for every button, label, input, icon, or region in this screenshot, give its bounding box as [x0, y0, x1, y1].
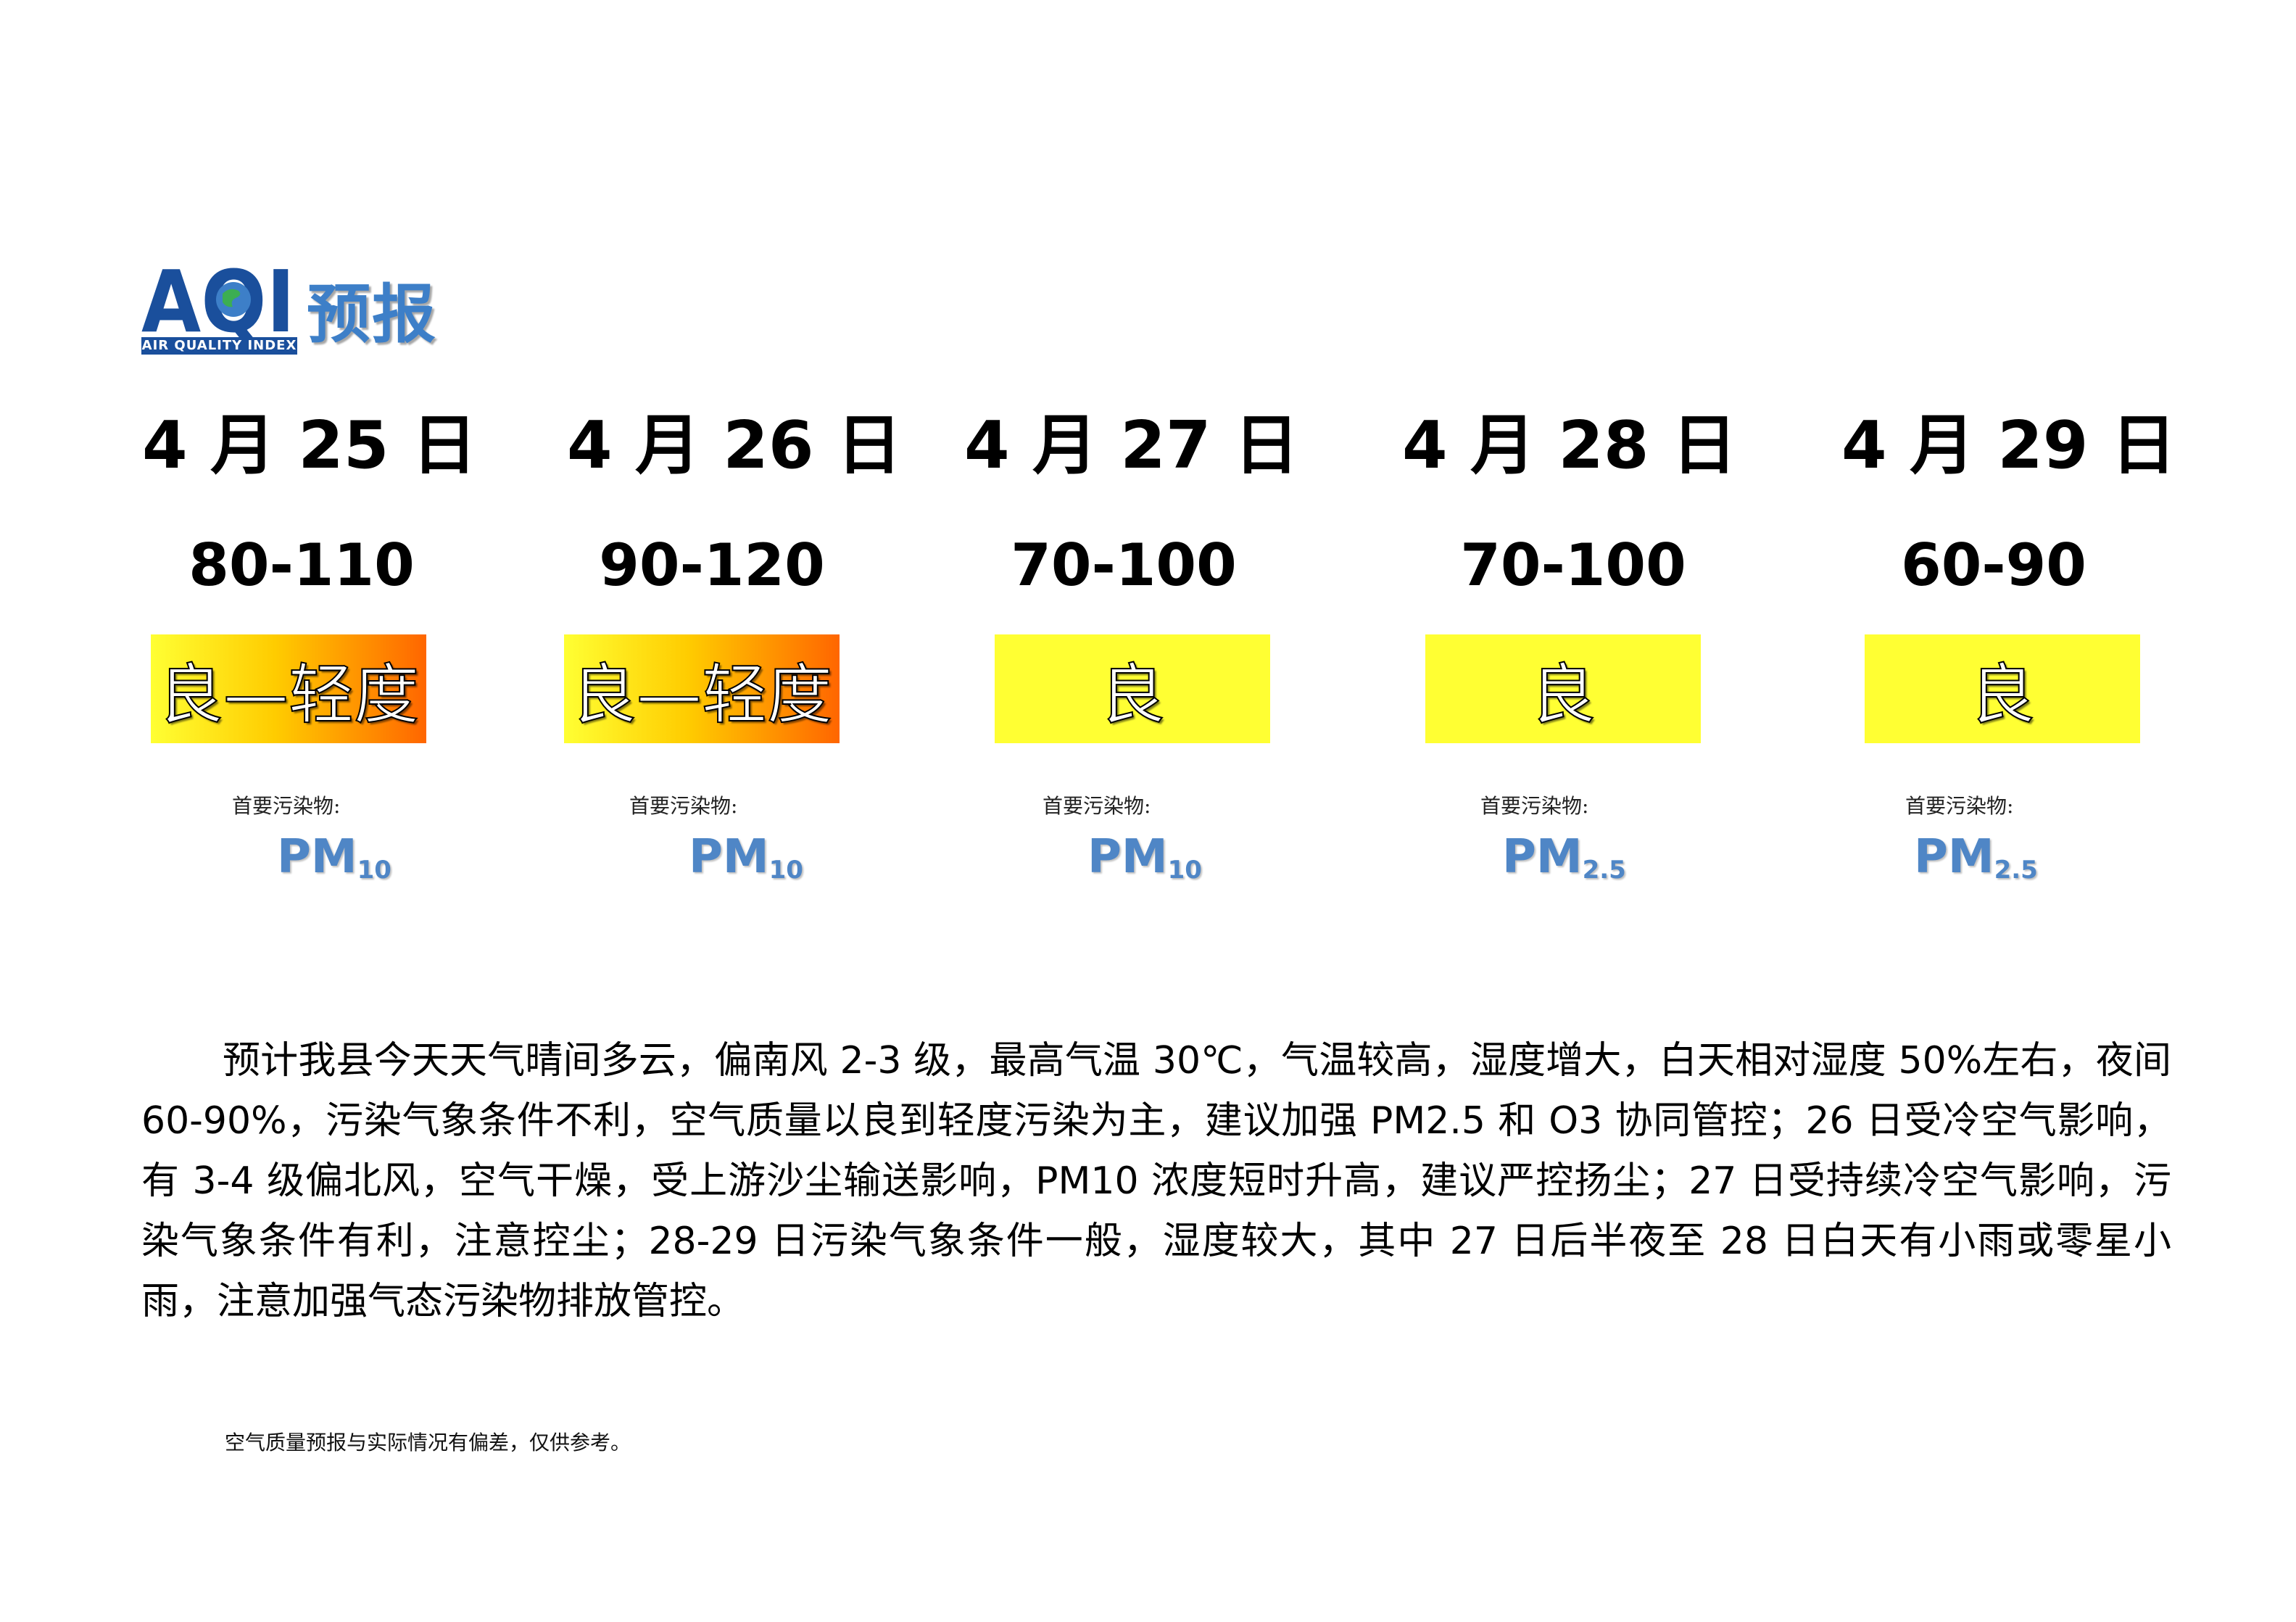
aqi-range: 70-100	[1011, 531, 1237, 599]
primary-pollutant-label: 首要污染物:	[629, 794, 738, 818]
forecast-day: 4 月 27 日 70-100 良 首要污染物: PM10	[964, 399, 1299, 906]
primary-pollutant-label: 首要污染物:	[232, 794, 341, 818]
forecast-day: 4 月 26 日 90-120 良—轻度 首要污染物: PM10	[564, 399, 902, 906]
aqi-logo: AQI AIR QUALITY INDEX 预报	[141, 257, 453, 355]
primary-pollutant-label: 首要污染物:	[1043, 794, 1151, 818]
primary-pollutant-label: 首要污染物:	[1905, 794, 2014, 818]
primary-pollutant: PM10	[277, 830, 391, 885]
forecast-day: 4 月 29 日 60-90 良 首要污染物: PM2.5	[1841, 399, 2176, 906]
forecast-date: 4 月 25 日	[142, 407, 477, 484]
aqi-level-badge: 良	[1865, 634, 2140, 743]
aqi-range: 90-120	[599, 531, 825, 599]
forecast-date: 4 月 26 日	[567, 407, 902, 484]
aqi-level-badge: 良—轻度	[564, 634, 840, 743]
aqi-level-badge: 良—轻度	[151, 634, 426, 743]
primary-pollutant-label: 首要污染物:	[1480, 794, 1589, 818]
forecast-date: 4 月 28 日	[1402, 407, 1737, 484]
primary-pollutant: PM2.5	[1502, 830, 1626, 885]
forecast-day: 4 月 25 日 80-110 良—轻度 首要污染物: PM10	[142, 399, 477, 906]
primary-pollutant: PM2.5	[1914, 830, 2038, 885]
aqi-letters-logo: AQI	[141, 257, 295, 337]
primary-pollutant: PM10	[1087, 830, 1202, 885]
aqi-range: 70-100	[1460, 531, 1686, 599]
primary-pollutant: PM10	[689, 830, 803, 885]
aqi-range: 80-110	[188, 531, 415, 599]
forecast-day: 4 月 28 日 70-100 良 首要污染物: PM2.5	[1402, 399, 1737, 906]
aqi-level-badge: 良	[1425, 634, 1701, 743]
logo-subtitle: AIR QUALITY INDEX	[141, 337, 297, 355]
logo-title: 预报	[307, 277, 438, 352]
disclaimer-note: 空气质量预报与实际情况有偏差，仅供参考。	[225, 1431, 631, 1455]
forecast-description: 预计我县今天天气晴间多云，偏南风 2-3 级，最高气温 30℃，气温较高，湿度增…	[141, 1039, 2171, 1323]
aqi-range: 60-90	[1901, 531, 2086, 599]
forecast-date: 4 月 29 日	[1841, 407, 2176, 484]
forecast-date: 4 月 27 日	[964, 407, 1299, 484]
aqi-level-badge: 良	[995, 634, 1270, 743]
